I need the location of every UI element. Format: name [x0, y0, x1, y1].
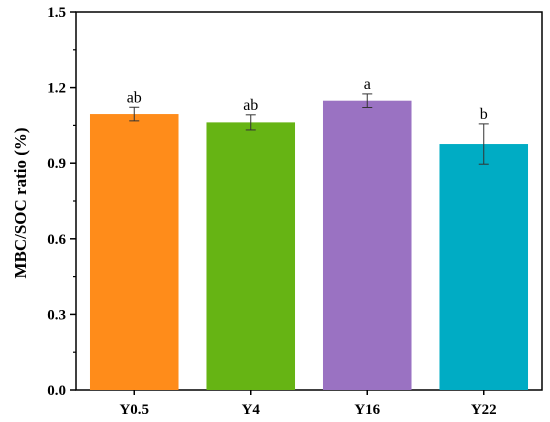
y-tick-label: 1.2 [47, 81, 66, 97]
y-tick-label: 0.3 [47, 307, 66, 323]
bar [206, 122, 296, 390]
bar [322, 100, 412, 390]
y-tick-label: 0.6 [47, 232, 66, 248]
bar [89, 114, 179, 390]
significance-label: ab [127, 89, 142, 106]
y-tick-label: 0.0 [47, 383, 66, 399]
x-tick-label: Y22 [471, 402, 497, 418]
x-tick-label: Y16 [354, 402, 380, 418]
x-tick-label: Y4 [242, 402, 261, 418]
significance-label: a [364, 76, 371, 93]
bar [439, 144, 529, 390]
significance-label: ab [243, 97, 258, 114]
significance-label: b [480, 106, 488, 123]
y-tick-label: 1.5 [47, 5, 66, 21]
y-axis-title: MBC/SOC ratio (%) [11, 127, 30, 278]
y-tick-label: 0.9 [47, 156, 66, 172]
x-tick-label: Y0.5 [119, 402, 149, 418]
